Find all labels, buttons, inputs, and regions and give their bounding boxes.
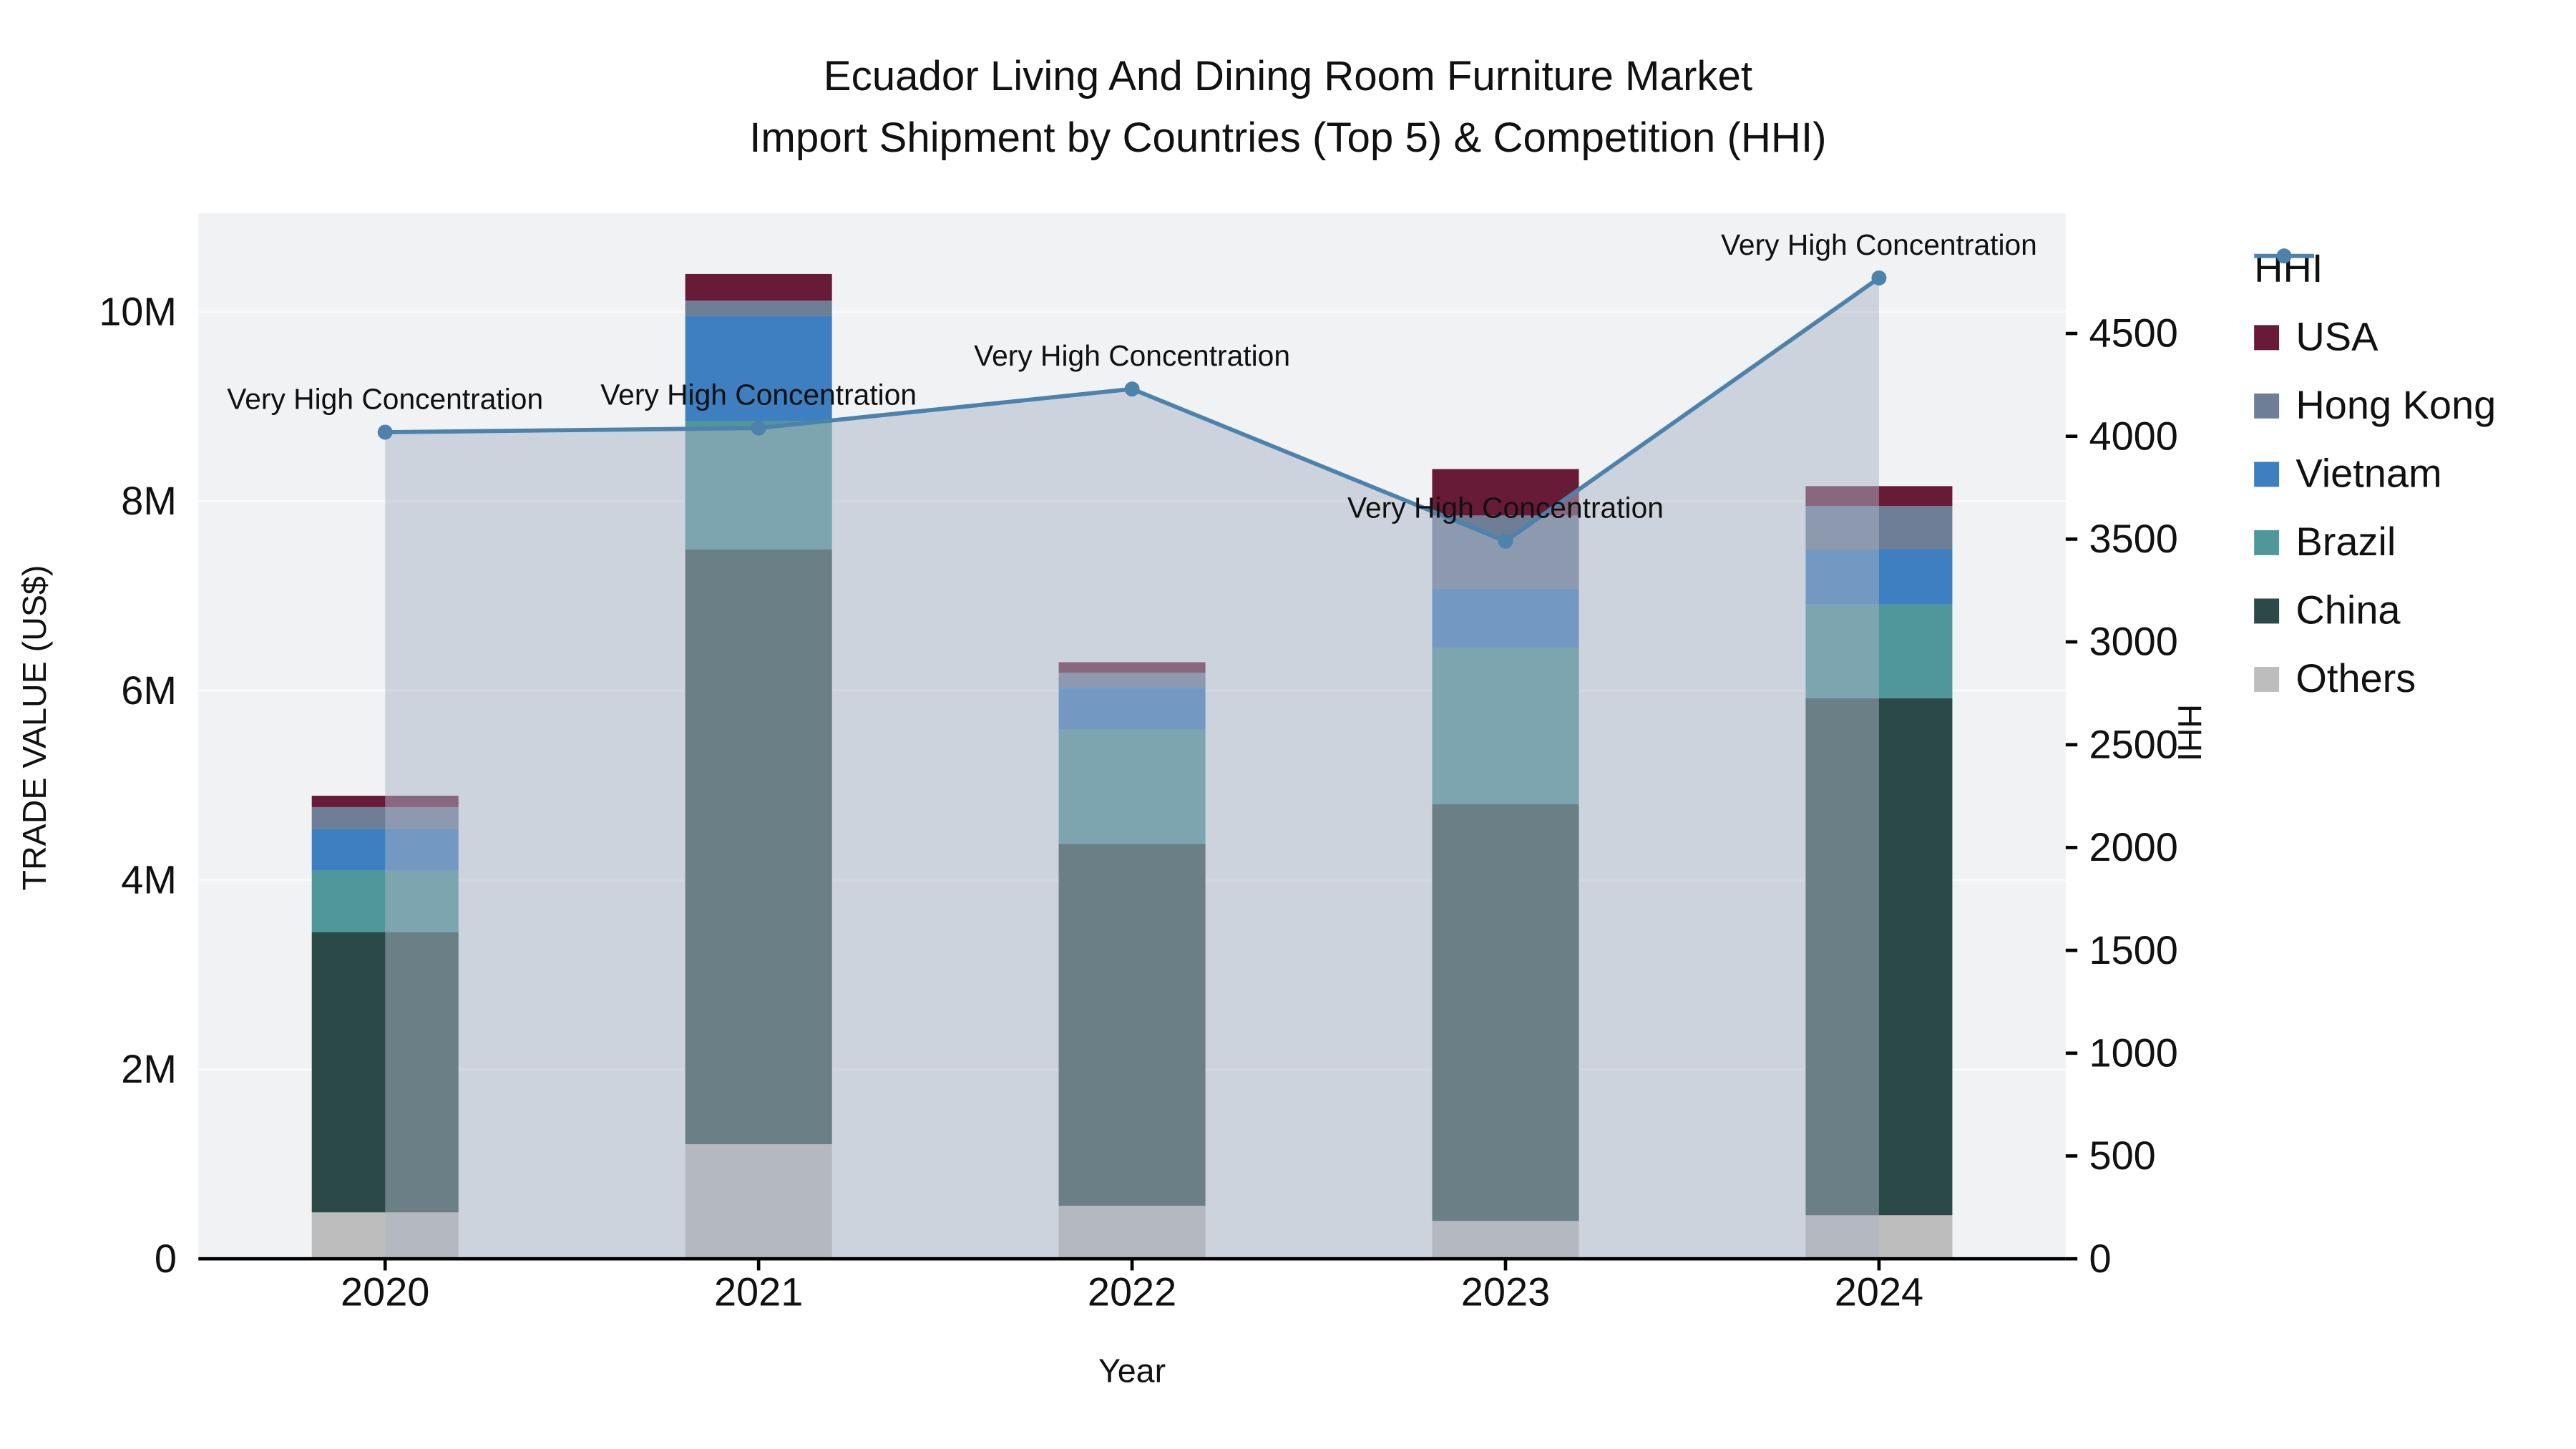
annotation-2023: Very High Concentration: [1347, 492, 1664, 525]
legend-item-others[interactable]: Others: [2254, 653, 2496, 705]
legend-item-usa[interactable]: USA: [2254, 312, 2496, 364]
legend-item-china[interactable]: China: [2254, 585, 2496, 637]
bar-segment-hong-kong-2021[interactable]: [685, 300, 832, 316]
x-tick-label-2022: 2022: [1088, 1269, 1176, 1314]
x-tick-label-2023: 2023: [1461, 1269, 1550, 1314]
y-axis-left-title: TRADE VALUE (US$): [17, 565, 54, 891]
legend-label: Others: [2296, 657, 2416, 702]
legend-item-hhi[interactable]: HHI: [2254, 243, 2496, 295]
legend-swatch-icon: [2254, 598, 2280, 624]
y-left-tick-label-4m: 4M: [121, 857, 177, 902]
legend-item-brazil[interactable]: Brazil: [2254, 517, 2496, 568]
y-right-tick-label-4000: 4000: [2089, 413, 2177, 458]
y-right-tick-label-1500: 1500: [2089, 927, 2177, 972]
annotation-2021: Very High Concentration: [600, 379, 917, 411]
legend-item-hong-kong[interactable]: Hong Kong: [2254, 380, 2496, 431]
annotation-2024: Very High Concentration: [1721, 228, 2037, 261]
y-left-tick-label-8m: 8M: [121, 478, 177, 523]
chart-title: Ecuador Living And Dining Room Furniture…: [749, 53, 1827, 162]
hhi-marker-2022[interactable]: [1124, 381, 1140, 397]
legend-label: Brazil: [2296, 519, 2396, 565]
y-right-tick-label-0: 0: [2089, 1236, 2111, 1281]
legend-line-marker-icon: [2254, 248, 2315, 264]
y-right-tick-label-500: 500: [2089, 1133, 2155, 1178]
hhi-marker-2021[interactable]: [751, 420, 766, 436]
legend: HHI USA Hong Kong Vietnam Brazil China Others: [2254, 243, 2496, 705]
legend-item-vietnam[interactable]: Vietnam: [2254, 449, 2496, 500]
legend-label: Vietnam: [2296, 452, 2442, 497]
y-left-tick-label-10m: 10M: [99, 289, 177, 334]
y-right-tick-label-2500: 2500: [2089, 721, 2177, 766]
hhi-marker-2020[interactable]: [377, 424, 393, 440]
legend-swatch-icon: [2254, 393, 2280, 419]
x-axis-title: Year: [1098, 1353, 1166, 1391]
legend-swatch-icon: [2254, 530, 2280, 555]
y-left-tick-label-2m: 2M: [121, 1046, 177, 1091]
legend-label: USA: [2296, 315, 2379, 361]
y-right-tick-label-4500: 4500: [2089, 311, 2177, 356]
x-tick-label-2020: 2020: [341, 1269, 429, 1314]
y-left-tick-label-0: 0: [155, 1236, 177, 1281]
bar-segment-usa-2021[interactable]: [685, 273, 832, 301]
hhi-marker-2023[interactable]: [1498, 533, 1513, 549]
y-right-tick-label-2000: 2000: [2089, 824, 2177, 869]
y-right-tick-label-3000: 3000: [2089, 619, 2177, 664]
y-right-tick-label-1000: 1000: [2089, 1030, 2177, 1075]
legend-label: Hong Kong: [2296, 383, 2497, 429]
y-right-tick-label-3500: 3500: [2089, 516, 2177, 561]
bar-segment-vietnam-2021[interactable]: [685, 316, 832, 421]
legend-swatch-icon: [2254, 462, 2280, 487]
x-tick-label-2021: 2021: [714, 1269, 803, 1314]
hhi-area: [385, 278, 1879, 1259]
y-left-tick-label-6m: 6M: [121, 668, 177, 713]
annotation-2022: Very High Concentration: [974, 339, 1290, 372]
x-tick-label-2024: 2024: [1835, 1269, 1923, 1314]
legend-label: China: [2296, 588, 2401, 634]
legend-swatch-icon: [2254, 325, 2280, 351]
y-axis-right-title: HHI: [2170, 703, 2207, 762]
annotation-2020: Very High Concentration: [227, 382, 543, 415]
legend-swatch-icon: [2254, 667, 2280, 692]
hhi-marker-2024[interactable]: [1871, 270, 1887, 286]
